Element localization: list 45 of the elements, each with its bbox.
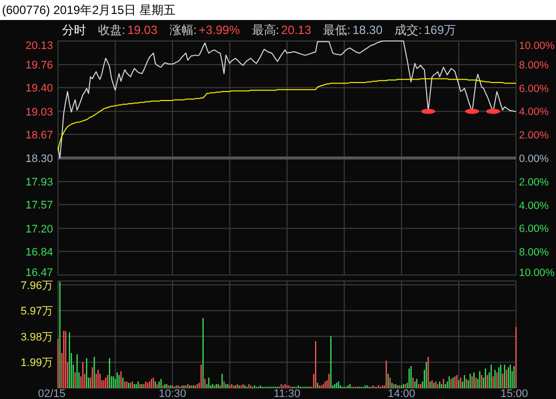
y-tick-label: 7.96万 [20,280,53,292]
y-tick-label: 5.97万 [20,306,53,318]
text: 20.13 [281,23,312,37]
text: 169万 [424,23,456,37]
x-tick-label: 15:00 [500,388,528,399]
y2-tick-label: 10.00% [519,267,555,279]
y-tick-label: 17.93 [25,176,53,189]
x-tick-label: 14:00 [388,388,416,399]
y2-tick-label: 0.00% [519,153,549,165]
text: 涨幅: [169,23,197,37]
text: 分时 [62,23,86,37]
text: 收盘: [98,23,126,37]
y-tick-label: 16.47 [25,267,53,279]
y-tick-label: 1.99万 [20,357,53,370]
y-tick-label: 20.13 [25,40,53,52]
x-tick-label: 02/15 [38,388,66,399]
y2-tick-label: 2.00% [519,176,549,188]
text: +3.99% [198,23,240,37]
line-series [58,40,516,158]
y2-tick-label: 10.00% [519,40,555,52]
y2-tick-label: 8.00% [519,246,549,259]
x-tick-label: 10:30 [158,388,186,399]
y-tick-label: 19.76 [25,60,53,72]
y-tick-label: 19.40 [25,82,53,95]
y-tick-label: 17.57 [25,200,53,212]
y2-tick-label: 6.00% [519,82,549,95]
chart-title: (600776) 2019年2月15日 星期五 [2,3,176,17]
y2-tick-label: 6.00% [519,223,549,236]
y-tick-label: 16.84 [25,246,53,258]
text: 19.03 [127,23,158,37]
y-tick-label: 18.30 [25,153,53,165]
y-tick-label: 19.03 [25,106,53,118]
y-tick-label: 3.98万 [20,331,53,344]
y-tick-label: 17.20 [25,223,53,236]
line-series [58,78,516,151]
y2-tick-label: 4.00% [519,200,549,212]
y2-tick-label: 4.00% [519,106,549,118]
x-tick-label: 11:30 [274,388,300,399]
text: 成交: [394,23,422,37]
text: 最高: [252,23,280,37]
y2-tick-label: 2.00% [519,130,549,142]
y-tick-label: 18.67 [25,129,53,142]
text: 最低: [323,23,350,37]
text: 18.30 [352,23,383,37]
y2-tick-label: 8.00% [519,59,549,72]
